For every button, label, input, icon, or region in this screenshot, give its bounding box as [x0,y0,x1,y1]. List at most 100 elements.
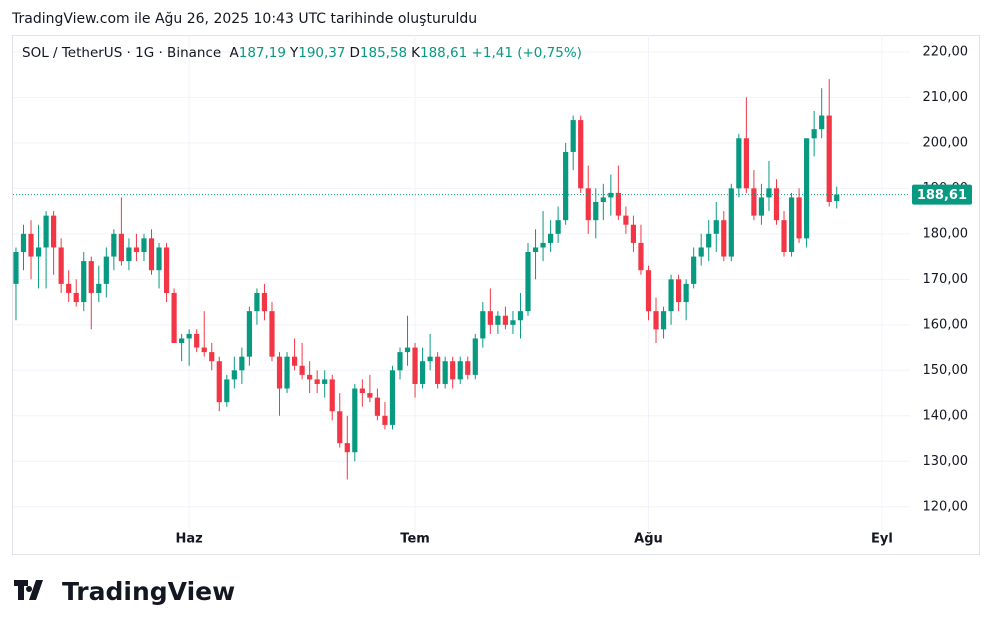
candle-body [623,215,629,225]
candle-body [337,411,343,444]
y-tick-label: 140,00 [923,408,969,423]
candle-body [148,238,155,271]
candle-body [231,370,237,380]
candle-body [344,443,350,453]
candle-body [608,192,614,198]
candle-body [495,315,501,325]
candle-body [698,247,704,257]
candle-body [412,347,418,384]
x-tick-label: Haz [176,532,203,547]
ohlc-letter: D [349,45,360,61]
candle-body [758,197,765,216]
candle-body [179,338,185,344]
candle-body [51,215,57,248]
page-title: TradingView.com ile Ağu 26, 2025 10:43 U… [11,11,477,27]
legend-header: SOL / TetherUS · 1G · Binance A187,19 Y19… [22,45,582,61]
candle-body [465,361,471,375]
candle-body [111,233,117,257]
candle-body [73,292,79,303]
y-tick-label: 220,00 [923,44,969,59]
candle-body [781,220,787,253]
candle-body [457,361,463,380]
candle-body [600,197,606,202]
candle-body [382,415,388,425]
candle-body [284,356,290,389]
candle-body [81,261,87,303]
candle-body [13,252,19,284]
last-price-label: 188,61 [917,188,967,203]
candle-body [578,120,584,189]
candle-body [472,338,478,375]
candle-body [103,256,109,284]
logo-text: TradingView [62,577,235,606]
candle-body [480,311,486,339]
symbol: SOL / TetherUS · 1G · Binance [22,45,222,61]
candle-body [826,115,832,202]
candle-body [224,379,230,403]
candle-body [20,233,27,253]
candle-body [96,283,102,293]
candle-body [525,252,531,312]
candle-body [668,279,674,312]
candle-body [532,247,539,253]
candle-body [585,188,591,221]
candle-body [638,242,644,271]
candle-body [66,283,72,293]
candle-body [43,215,49,248]
y-tick-label: 210,00 [923,90,969,105]
candle-body [118,233,124,262]
candle-body [691,256,697,284]
candle-body [510,320,516,325]
candle-body [126,247,132,262]
candle-body [397,352,403,371]
ohlc-value: 185,58 [359,45,408,61]
candle-body [186,333,192,339]
candle-body [171,292,177,344]
x-tick-label: Tem [400,532,430,547]
ohlc-value: 187,19 [238,45,286,61]
candle-body [615,192,621,216]
candle-body [359,388,365,394]
candle-body [676,279,682,303]
candle-body [517,311,524,321]
candle-body [209,352,215,362]
candle-body [811,129,817,139]
candle-body [736,138,742,189]
candle-body [276,356,283,389]
last-price-tag [912,184,972,205]
candle-body [563,151,569,221]
ohlc-letter: A [229,45,239,61]
candle-body [239,356,245,371]
logo-icon [14,580,43,600]
candle-body [743,138,749,189]
candle-body [216,361,222,403]
candle-body [163,247,170,293]
candle-body [307,374,313,380]
candle-body [322,379,328,384]
ohlc-value: 190,37 [298,45,346,61]
x-tick-label: Ağu [634,532,663,547]
candle-body [201,347,207,353]
candle-body [804,138,810,239]
candle-body [352,388,358,453]
candle-body [630,224,637,243]
ohlc: A187,19 Y190,37 D185,58 K188,61 [225,45,471,61]
candle-body [751,188,757,216]
y-tick-label: 170,00 [923,272,969,287]
candle-body [194,333,200,348]
candle-body [834,194,840,202]
candle-body [156,247,162,271]
candle-body [329,379,335,412]
candle-body [88,261,94,293]
candle-body [404,347,411,353]
x-tick-label: Eyl [871,532,893,547]
ohlc-letter: K [411,45,420,61]
candle-body [773,188,780,221]
candle-body [819,115,825,130]
candle-body [593,201,599,221]
candle-body [141,238,147,253]
candle-body [706,233,712,248]
candle-body [683,283,689,303]
candle-body [419,361,426,384]
